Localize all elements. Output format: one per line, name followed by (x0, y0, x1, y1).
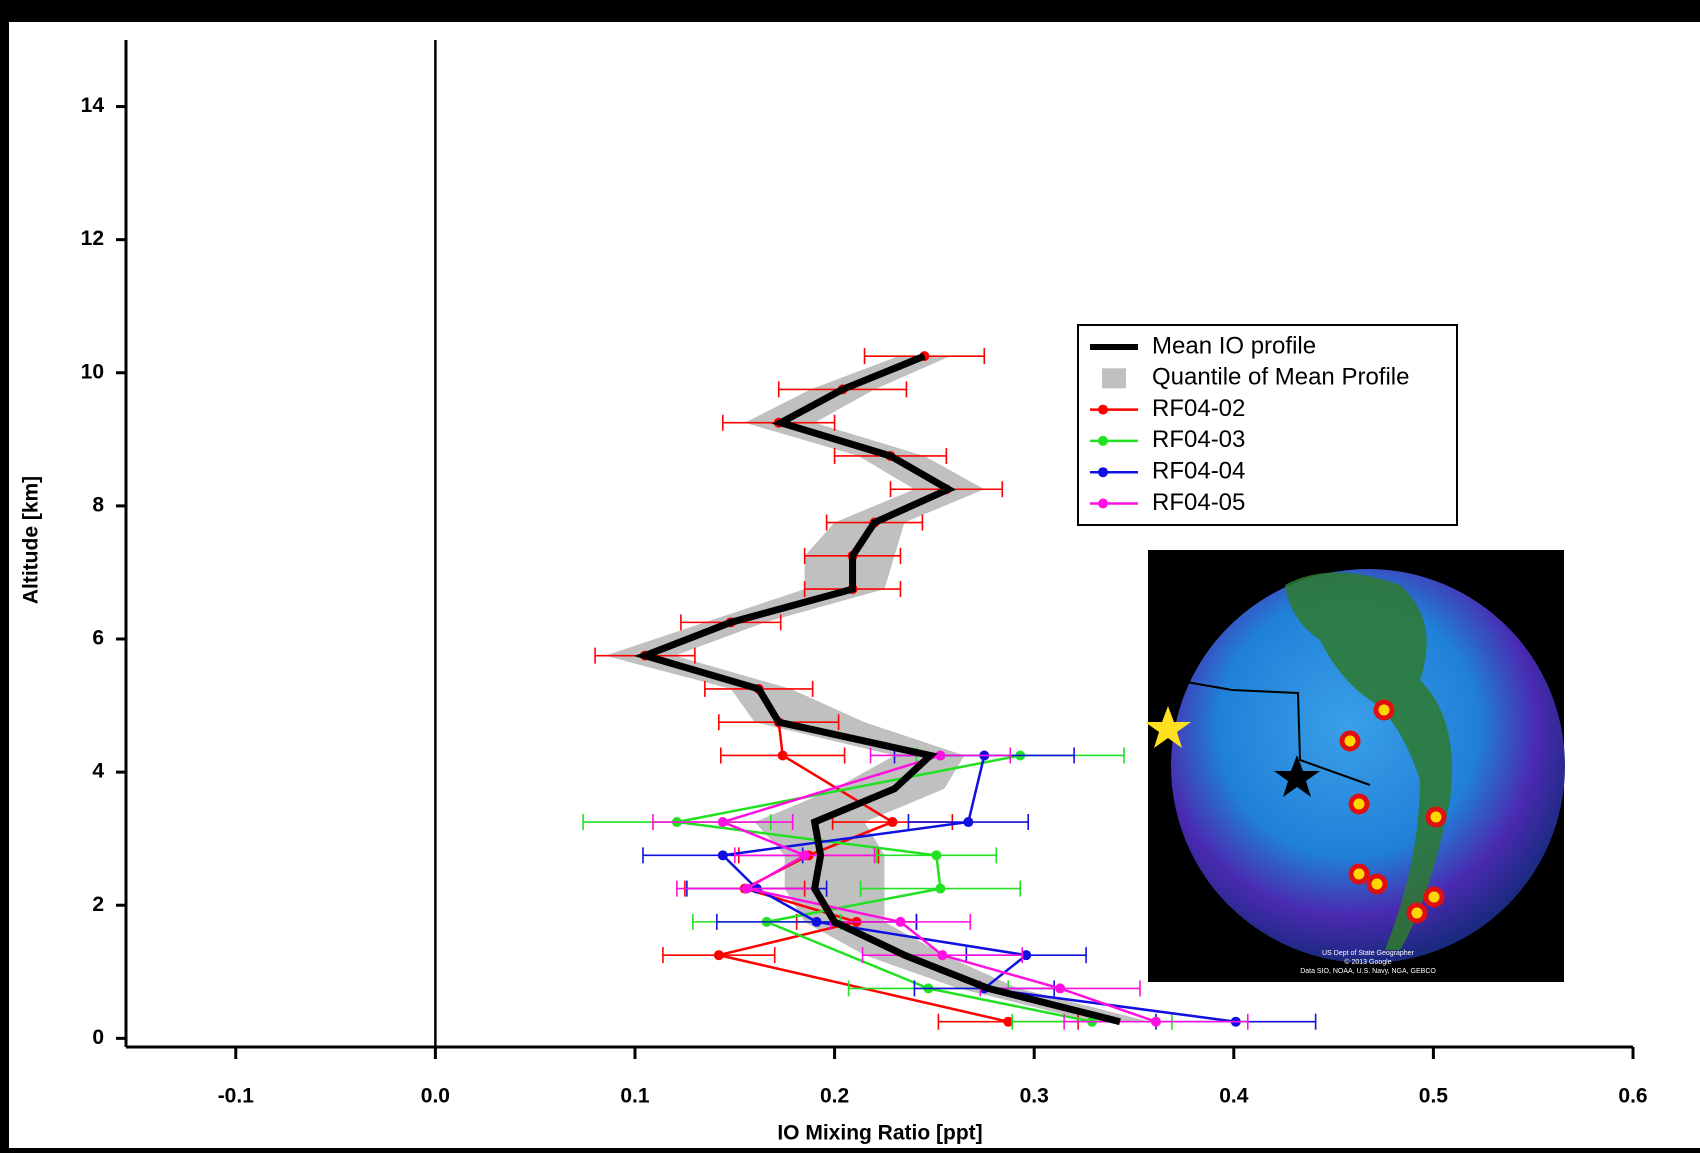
x-tick-label: 0.5 (1419, 1085, 1449, 1108)
legend-label: Mean IO profile (1152, 332, 1316, 359)
data-point (799, 850, 810, 861)
map-credit: US Dept of State Geographer (1322, 950, 1414, 957)
legend-label: RF04-05 (1152, 489, 1245, 516)
data-point (713, 950, 724, 961)
y-tick-label: 0 (92, 1026, 104, 1049)
x-tick-label: 0.4 (1219, 1085, 1249, 1108)
data-point (931, 850, 942, 861)
legend-label: RF04-03 (1152, 426, 1245, 453)
legend-box (1077, 324, 1458, 526)
y-tick-label: 12 (81, 227, 104, 250)
legend-label: RF04-02 (1152, 395, 1245, 422)
data-point (963, 817, 974, 828)
x-tick-label: -0.1 (218, 1085, 255, 1108)
y-tick-label: 8 (92, 493, 104, 516)
x-tick-label: 0.0 (421, 1085, 450, 1108)
y-tick-label: 2 (92, 893, 104, 916)
x-tick-label: 0.2 (820, 1085, 849, 1108)
star (1145, 706, 1191, 748)
star (1274, 755, 1320, 797)
data-point (811, 916, 822, 927)
x-tick-label: 0.6 (1618, 1085, 1647, 1108)
data-point (1150, 1016, 1161, 1027)
legend-label: RF04-04 (1152, 458, 1245, 485)
data-point (717, 817, 728, 828)
land (1285, 572, 1452, 950)
data-point (1055, 983, 1066, 994)
flight-track (1174, 679, 1371, 786)
legend-label: Quantile of Mean Profile (1152, 364, 1409, 391)
data-point (741, 883, 752, 894)
legend-swatch (1098, 467, 1108, 478)
sites (1339, 699, 1447, 924)
legend-swatch (1098, 404, 1108, 415)
globe (1171, 569, 1565, 963)
series-line (720, 755, 1236, 1023)
y-tick-label: 14 (81, 94, 105, 117)
data-point (717, 850, 728, 861)
x-tick-label: 0.3 (1020, 1085, 1049, 1108)
mean-line (634, 352, 1121, 1026)
y-axis-label: Altitude [km] (20, 476, 43, 604)
x-axis-label: IO Mixing Ratio [ppt] (777, 1122, 982, 1145)
data-point (1021, 950, 1032, 961)
y-tick-label: 10 (81, 360, 104, 383)
x-tick-label: 0.1 (620, 1085, 650, 1108)
data-point (895, 916, 906, 927)
map-credit: © 2013 Google (1344, 958, 1391, 966)
data-point (935, 750, 946, 761)
data-point (935, 883, 946, 894)
data-point (1003, 1016, 1014, 1027)
data-point (777, 750, 788, 761)
y-tick-label: 4 (92, 760, 104, 783)
map-credit: Data SIO, NOAA, U.S. Navy, NGA, GEBCO (1300, 968, 1436, 975)
map-inset: US Dept of State Geographer © 2013 Googl… (1145, 550, 1565, 982)
data-point (937, 950, 948, 961)
legend-swatch (1098, 435, 1108, 446)
legend-swatch (1098, 498, 1108, 509)
y-tick-label: 6 (92, 627, 104, 650)
data-point (887, 817, 898, 828)
legend-swatch (1102, 368, 1126, 389)
